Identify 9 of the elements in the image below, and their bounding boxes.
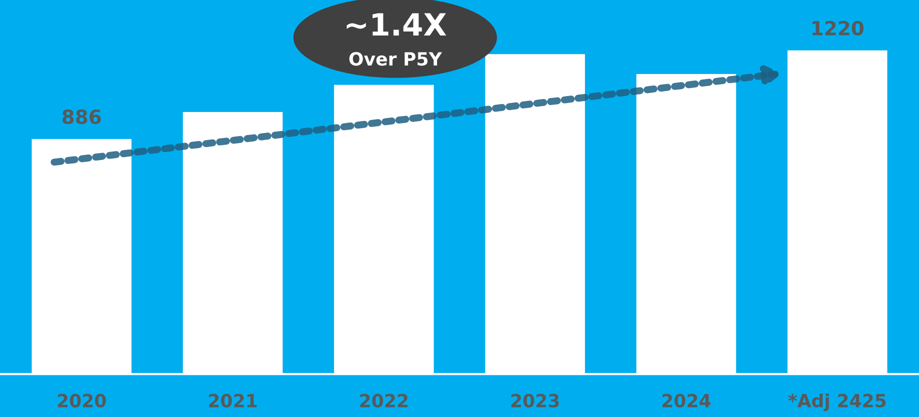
x-tick-label: 2021	[209, 394, 257, 408]
data-label: 886	[62, 109, 101, 124]
x-tick-label: 2024	[662, 394, 711, 408]
x-tick-label: 2022	[360, 394, 408, 408]
x-tick-label: 2023	[511, 394, 559, 408]
x-tick-label: 2020	[58, 394, 106, 408]
annotation: ~1.4X Over P5Y	[346, 13, 446, 66]
data-label: 1220	[812, 20, 864, 36]
x-tick-label: *Adj 2425	[788, 393, 886, 412]
